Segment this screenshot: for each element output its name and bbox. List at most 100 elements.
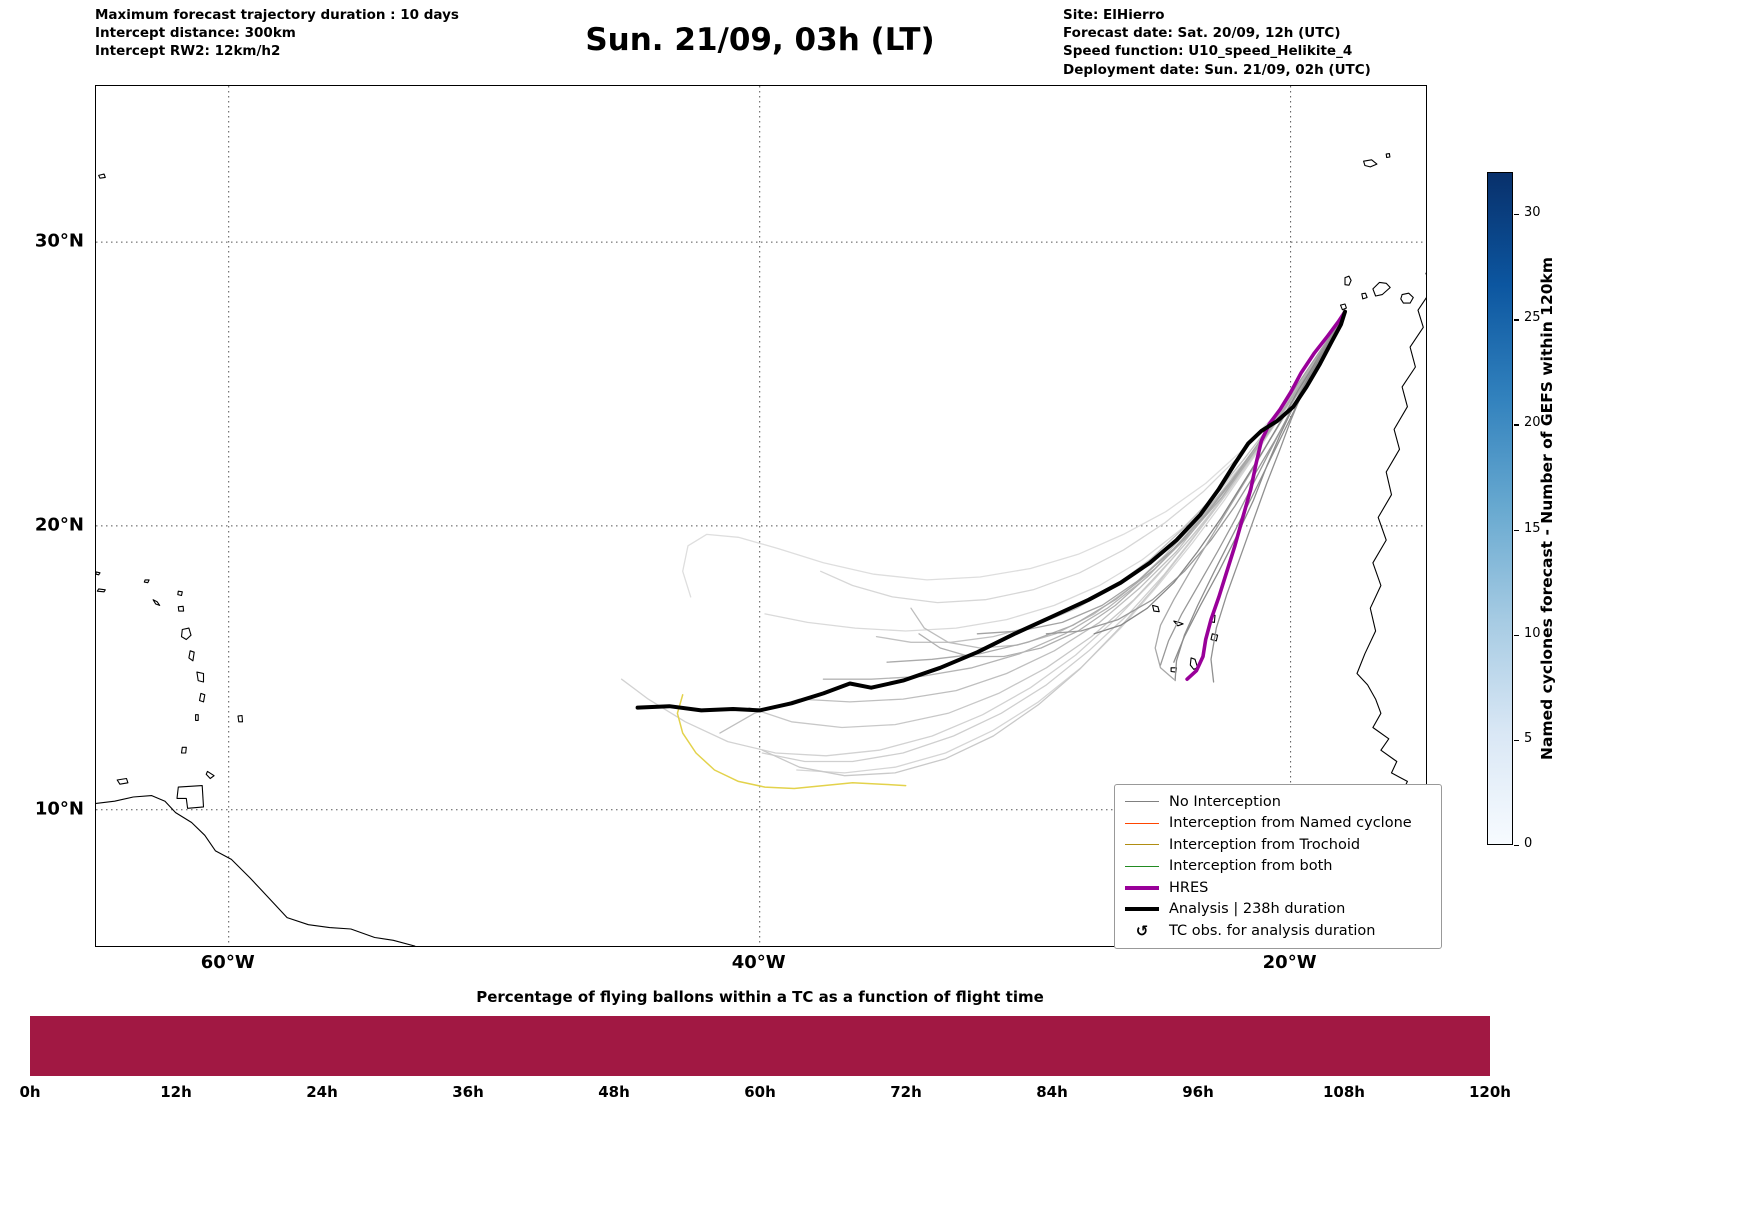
x-tick-label: 60°W bbox=[200, 952, 255, 973]
colorbar-tick-label: 30 bbox=[1524, 205, 1541, 221]
coastline-el-hierro bbox=[1339, 303, 1347, 311]
meta-line: Intercept RW2: 12km/h2 bbox=[95, 43, 281, 60]
legend-entry: ↺ TC obs. for analysis duration bbox=[1124, 921, 1432, 941]
gefs-09-track bbox=[748, 310, 1346, 729]
coastline-barbados bbox=[237, 714, 244, 723]
trochoid-intercept-track bbox=[676, 694, 907, 790]
colorbar: 0 5 10 15 20 25 30 bbox=[1487, 172, 1567, 851]
legend-label: Interception from Named cyclone bbox=[1169, 815, 1412, 832]
flight-time-tick-label: 0h bbox=[19, 1083, 41, 1101]
gefs-01-track bbox=[1173, 310, 1346, 663]
gefs-18-track bbox=[918, 310, 1346, 658]
colorbar-tick bbox=[1514, 634, 1519, 637]
legend-label: Interception from Trochoid bbox=[1169, 836, 1361, 853]
colorbar-tick bbox=[1514, 214, 1519, 216]
flight-time-tick-label: 60h bbox=[744, 1083, 776, 1101]
coastline-porto-santo bbox=[1385, 153, 1391, 159]
y-tick-label: 20°N bbox=[34, 514, 84, 536]
y-tick-label: 30°N bbox=[34, 230, 84, 252]
coastline-bermuda bbox=[98, 173, 106, 179]
y-tick-label: 10°N bbox=[34, 798, 84, 820]
colorbar-tick-label: 0 bbox=[1524, 836, 1533, 851]
hres-track bbox=[1185, 309, 1347, 682]
legend-entry: HRES bbox=[1124, 878, 1432, 898]
trajectory-map bbox=[95, 85, 1427, 947]
coastline-boa-vista bbox=[1210, 633, 1219, 642]
gefs-02-track bbox=[1210, 310, 1346, 683]
colorbar-tick bbox=[1514, 319, 1519, 321]
legend-line-icon bbox=[1125, 822, 1159, 824]
legend-line-icon bbox=[1125, 885, 1159, 890]
colorbar-tick bbox=[1514, 424, 1519, 426]
coastline-tobago bbox=[205, 770, 215, 780]
gefs-12-track bbox=[764, 310, 1346, 632]
colorbar-tick-label: 5 bbox=[1524, 730, 1533, 746]
coastline-st-croix bbox=[96, 588, 106, 593]
colorbar-tick-label: 20 bbox=[1524, 415, 1541, 431]
percentage-chart-title: Percentage of flying ballons within a TC… bbox=[476, 988, 1044, 1006]
legend-label: HRES bbox=[1169, 879, 1209, 896]
legend-entry: Analysis | 238h duration bbox=[1124, 900, 1432, 920]
coastline-madeira bbox=[1363, 159, 1378, 168]
page-title: Sun. 21/09, 03h (LT) bbox=[585, 22, 935, 58]
coastline-barbuda bbox=[177, 590, 183, 597]
flight-time-tick-label: 12h bbox=[160, 1083, 192, 1101]
coastline-martinique bbox=[196, 671, 205, 683]
coastline-st-kitts bbox=[152, 599, 161, 606]
flight-time-axis: 0h 12h 24h 36h 48h 60h 72h 84h 96h 108h 120h bbox=[19, 1083, 1511, 1105]
flight-time-tick-label: 24h bbox=[306, 1083, 338, 1101]
legend-label: No Interception bbox=[1169, 793, 1281, 810]
gefs-19-track bbox=[761, 310, 1346, 777]
colorbar-tick-label: 10 bbox=[1524, 625, 1541, 641]
legend-line-sample bbox=[1124, 885, 1160, 890]
coastline-st-vincent bbox=[195, 714, 199, 721]
colorbar-gradient bbox=[1487, 172, 1513, 845]
map-legend: No Interception Interception from Named c… bbox=[1114, 784, 1442, 949]
site-info-block: Site: ElHierro Forecast date: Sat. 20/09… bbox=[1063, 6, 1371, 79]
colorbar-tick-label: 25 bbox=[1524, 310, 1541, 326]
gefs-11-track bbox=[796, 310, 1346, 774]
coastline-dominica bbox=[188, 650, 195, 662]
coastline-la-gomera bbox=[1361, 292, 1368, 300]
legend-label: TC obs. for analysis duration bbox=[1169, 922, 1376, 939]
meta-line: Deployment date: Sun. 21/09, 02h (UTC) bbox=[1063, 61, 1371, 78]
percentage-bar-chart bbox=[30, 1016, 1490, 1076]
colorbar-title-text: Named cyclones forecast - Number of GEFS… bbox=[1538, 257, 1556, 760]
flight-time-tick-label: 108h bbox=[1323, 1083, 1365, 1101]
coastline-gran-canaria bbox=[1400, 292, 1414, 304]
gefs-07-track bbox=[822, 310, 1346, 680]
coastline-st-martin bbox=[143, 579, 150, 584]
gefs-10-track bbox=[761, 310, 1346, 763]
coastline-la-palma bbox=[1344, 275, 1352, 286]
meta-line: Speed function: U10_speed_Helikite_4 bbox=[1063, 43, 1353, 60]
gefs-04-track bbox=[1045, 310, 1346, 635]
legend-label: Analysis | 238h duration bbox=[1169, 901, 1346, 918]
legend-line-sample bbox=[1124, 865, 1160, 867]
meta-line: Intercept distance: 300km bbox=[95, 25, 296, 42]
flight-time-tick-label: 96h bbox=[1182, 1083, 1214, 1101]
legend-line-icon bbox=[1125, 907, 1159, 912]
colorbar-tick bbox=[1514, 845, 1519, 847]
analysis-track bbox=[635, 309, 1347, 713]
gefs-03-track bbox=[1093, 310, 1346, 635]
colorbar-title: Named cyclones forecast - Number of GEFS… bbox=[1538, 172, 1556, 845]
coastline-st-lucia bbox=[198, 692, 206, 703]
gefs-08-track bbox=[719, 310, 1346, 734]
tc-percentage-bar bbox=[30, 1016, 1490, 1076]
legend-entry: Interception from both bbox=[1124, 857, 1432, 877]
legend-line-icon bbox=[1125, 801, 1159, 803]
legend-entry: No Interception bbox=[1124, 792, 1432, 812]
meta-line: Forecast date: Sat. 20/09, 12h (UTC) bbox=[1063, 25, 1341, 42]
flight-time-tick-label: 84h bbox=[1036, 1083, 1068, 1101]
legend-line-sample bbox=[1124, 844, 1160, 846]
legend-entry: Interception from Named cyclone bbox=[1124, 814, 1432, 834]
colorbar-tick bbox=[1514, 529, 1519, 531]
legend-entry: Interception from Trochoid bbox=[1124, 835, 1432, 855]
legend-line-sample bbox=[1124, 801, 1160, 803]
tc-obs-marker-icon: ↺ bbox=[1135, 921, 1149, 940]
legend-label: Interception from both bbox=[1169, 858, 1333, 875]
flight-time-tick-label: 72h bbox=[890, 1083, 922, 1101]
gefs-06-track bbox=[886, 310, 1346, 663]
coastline-santo-antao bbox=[1152, 604, 1160, 613]
